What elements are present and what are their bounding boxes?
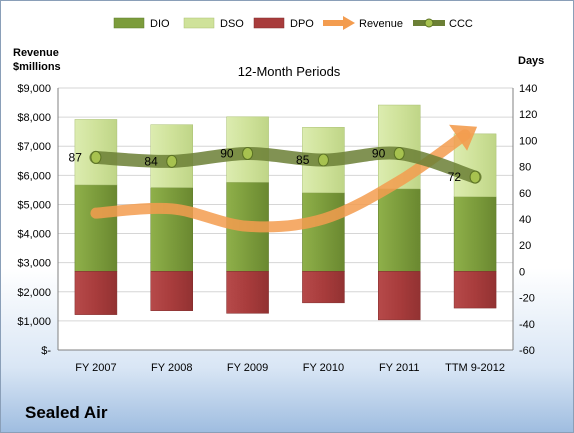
dio-bar xyxy=(150,187,193,272)
right-tick-label: 100 xyxy=(519,135,537,147)
ccc-value-label: 72 xyxy=(448,170,462,184)
right-tick-label: -20 xyxy=(519,293,535,305)
dpo-bar xyxy=(302,271,345,304)
left-axis-title-line2: $millions xyxy=(13,61,61,73)
right-tick-label: 20 xyxy=(519,240,531,252)
category-label: FY 2008 xyxy=(151,362,192,374)
right-tick-label: 120 xyxy=(519,109,537,121)
ccc-point xyxy=(90,150,102,164)
ccc-point xyxy=(242,147,254,160)
left-tick-label: $7,000 xyxy=(17,141,51,153)
left-axis-title-line1: Revenue xyxy=(13,47,59,59)
left-tick-label: $- xyxy=(41,345,51,357)
dio-bar xyxy=(302,192,345,272)
right-tick-label: -40 xyxy=(519,319,535,331)
right-tick-label: 140 xyxy=(519,83,537,95)
right-tick-label: 80 xyxy=(519,162,531,174)
right-tick-label: 0 xyxy=(519,266,525,278)
plot-area: $- $1,000 $2,000 $3,000 $4,000 $5,000 $6,000 $7… xyxy=(17,83,537,374)
right-tick-label: 60 xyxy=(519,188,531,200)
legend-swatch xyxy=(183,17,215,29)
revenue-line xyxy=(90,129,471,233)
legend-label: CCC xyxy=(449,18,473,30)
plot-background xyxy=(58,88,513,350)
category-label: FY 2007 xyxy=(75,362,116,374)
category-label: FY 2009 xyxy=(227,362,268,374)
left-tick-label: $4,000 xyxy=(17,229,51,241)
left-tick-label: $2,000 xyxy=(17,287,51,299)
dpo-bar xyxy=(453,271,497,309)
ccc-value-label: 87 xyxy=(69,150,83,164)
legend-label: DSO xyxy=(220,18,244,30)
left-tick-label: $5,000 xyxy=(17,199,51,211)
dpo-bar xyxy=(378,271,421,321)
chart-subtitle: 12-Month Periods xyxy=(238,64,341,79)
ccc-point xyxy=(166,154,178,168)
legend-label: Revenue xyxy=(359,18,403,30)
ccc-value-label: 84 xyxy=(144,154,158,168)
left-tick-label: $8,000 xyxy=(17,112,51,124)
dpo-bar xyxy=(150,271,193,311)
legend-swatch xyxy=(113,17,145,29)
left-tick-label: $3,000 xyxy=(17,258,51,270)
legend-swatch xyxy=(343,16,355,30)
revenue-arrowhead xyxy=(449,124,478,151)
category-label: FY 2011 xyxy=(379,362,420,374)
left-tick-label: $6,000 xyxy=(17,170,51,182)
ccc-point xyxy=(393,147,405,160)
ccc-point xyxy=(317,153,329,167)
ccc-point xyxy=(469,170,481,184)
legend-label: DIO xyxy=(150,18,170,30)
legend: DIO DSO DPO Revenue CCC xyxy=(113,16,473,30)
legend-swatch xyxy=(424,18,434,28)
right-axis-title: Days xyxy=(518,55,544,67)
dio-bar xyxy=(453,196,497,272)
dio-bar xyxy=(74,184,118,272)
ccc-line xyxy=(89,146,482,184)
ccc-value-label: 90 xyxy=(372,147,386,161)
legend-swatch xyxy=(253,17,285,29)
right-tick-label: -60 xyxy=(519,345,535,357)
category-label: FY 2010 xyxy=(303,362,344,374)
category-label: TTM 9-2012 xyxy=(445,362,505,374)
left-tick-label: $9,000 xyxy=(17,83,51,95)
right-tick-label: 40 xyxy=(519,214,531,226)
ccc-value-label: 85 xyxy=(296,153,310,167)
legend-label: DPO xyxy=(290,18,314,30)
dpo-bar xyxy=(74,271,118,315)
ccc-value-label: 90 xyxy=(220,147,234,161)
dio-bar xyxy=(378,188,421,272)
company-name: Sealed Air xyxy=(25,403,108,422)
left-tick-label: $1,000 xyxy=(17,316,51,328)
dpo-bar xyxy=(226,271,269,314)
